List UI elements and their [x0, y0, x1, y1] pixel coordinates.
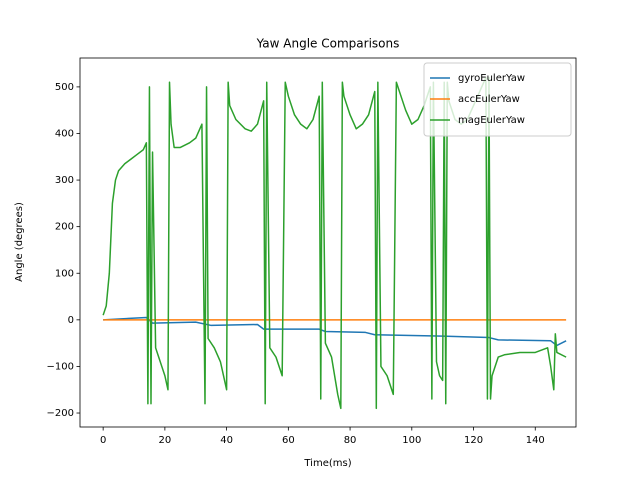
legend-label: accEulerYaw [458, 94, 520, 105]
x-tick-label: 80 [344, 435, 357, 446]
y-tick-label: 400 [55, 128, 74, 139]
y-tick-label: 300 [55, 175, 74, 186]
y-tick-label: 100 [55, 268, 74, 279]
x-tick-label: 100 [402, 435, 421, 446]
chart-title: Yaw Angle Comparisons [256, 37, 400, 51]
x-tick-label: 40 [220, 435, 233, 446]
y-tick-label: −200 [47, 408, 74, 419]
data-line [103, 316, 567, 347]
x-tick-label: 20 [159, 435, 172, 446]
x-tick-label: 0 [100, 435, 106, 446]
y-tick-label: 200 [55, 222, 74, 233]
x-tick-label: 60 [282, 435, 295, 446]
legend-label: magEulerYaw [458, 115, 525, 126]
x-tick-label: 120 [464, 435, 483, 446]
y-tick-label: −100 [47, 361, 74, 372]
y-axis-label: Angle (degrees) [14, 202, 25, 282]
legend-box [423, 62, 572, 137]
x-axis-label: Time(ms) [303, 458, 351, 469]
y-tick-label: 0 [68, 315, 74, 326]
x-tick-label: 140 [526, 435, 545, 446]
legend-label: gyroEulerYaw [458, 73, 525, 84]
plot-frame [79, 57, 577, 428]
y-tick-label: 500 [55, 82, 74, 93]
